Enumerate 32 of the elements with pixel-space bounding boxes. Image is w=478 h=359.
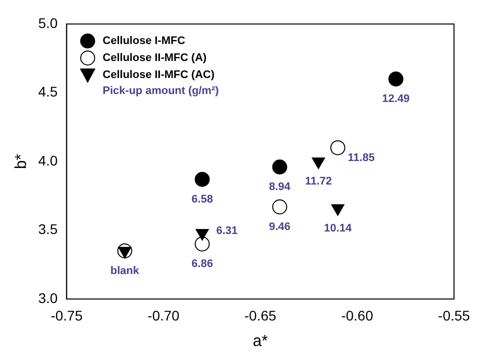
y-tick-label: 3.0 <box>38 290 58 306</box>
legend-label: Cellulose II-MFC (A) <box>102 52 207 64</box>
annotation: Pick-up amount (g/m²) <box>102 85 220 98</box>
y-tick-label: 4.5 <box>38 84 58 100</box>
point <box>272 160 288 174</box>
annotation: 11.72 <box>304 176 332 188</box>
x-tick-label: -0.70 <box>148 307 180 324</box>
legend-label: Cellulose I-MFC <box>102 35 186 48</box>
annotation: blank <box>110 264 140 277</box>
annotation: 6.86 <box>192 258 213 270</box>
y-tick-label: 5.0 <box>38 14 58 31</box>
point <box>330 140 346 156</box>
x-tick-label: -0.55 <box>438 307 470 324</box>
x-tick-label: -0.65 <box>244 307 276 324</box>
annotation: 9.46 <box>268 220 290 233</box>
annotation: 6.31 <box>216 225 238 238</box>
annotation: 10.14 <box>324 222 352 234</box>
annotation: 8.94 <box>268 181 292 194</box>
annotation: 6.58 <box>192 193 213 206</box>
x-tick-label: -0.75 <box>50 307 83 324</box>
legend-label: Cellulose II-MFC (AC) <box>102 69 215 82</box>
x-tick-label: -0.60 <box>341 307 374 324</box>
y-tick-label: 3.5 <box>38 221 58 238</box>
point <box>194 236 210 252</box>
y-tick-label: 4.0 <box>38 152 58 168</box>
x-axis-title: a* <box>252 332 268 350</box>
y-axis-title: b* <box>13 154 30 170</box>
point <box>388 72 404 86</box>
point <box>194 172 210 187</box>
annotation: 11.85 <box>348 152 375 164</box>
annotation: 12.49 <box>382 93 410 106</box>
point <box>272 199 288 214</box>
